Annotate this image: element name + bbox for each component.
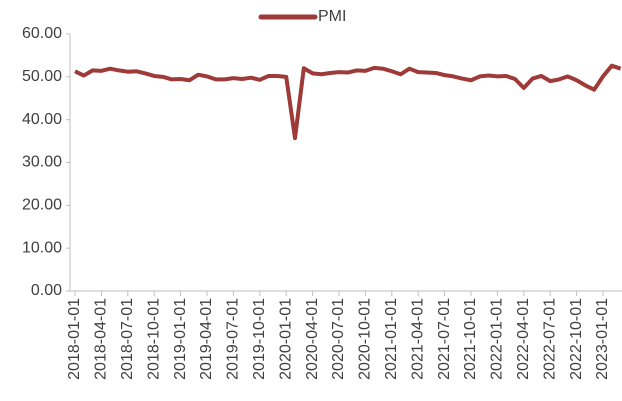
x-tick-label: 2021-01-01	[383, 298, 400, 380]
x-tick-label: 2020-10-01	[357, 298, 374, 380]
y-tick-label: 50.00	[22, 68, 62, 85]
y-tick-label: 0.00	[31, 282, 62, 299]
data-line	[74, 63, 622, 141]
x-tick-label: 2018-01-01	[66, 298, 83, 380]
x-tick-label: 2020-01-01	[277, 298, 294, 380]
y-tick-label: 60.00	[22, 25, 62, 42]
x-tick-label: 2022-01-01	[489, 298, 506, 380]
x-tick-label: 2019-04-01	[198, 298, 215, 380]
x-tick-label: 2018-07-01	[119, 298, 136, 380]
x-tick-label: 2021-07-01	[436, 298, 453, 380]
x-tick-label: 2018-10-01	[145, 298, 162, 380]
x-tick-label: 2019-10-01	[251, 298, 268, 380]
x-tick-label: 2020-04-01	[304, 298, 321, 380]
x-tick-label: 2021-04-01	[409, 298, 426, 380]
x-tick-label: 2023-01-01	[594, 298, 611, 380]
y-tick-label: 10.00	[22, 239, 62, 256]
x-tick-label: 2020-07-01	[330, 298, 347, 380]
y-tick-label: 30.00	[22, 154, 62, 171]
x-tick-label: 2022-07-01	[541, 298, 558, 380]
y-tick-label: 40.00	[22, 111, 62, 128]
x-tick-label: 2022-04-01	[515, 298, 532, 380]
x-tick-label: 2021-10-01	[462, 298, 479, 380]
x-tick-label: 2019-01-01	[172, 298, 189, 380]
x-tick-label: 2019-07-01	[225, 298, 242, 380]
y-tick-label: 20.00	[22, 197, 62, 214]
legend-label: PMI	[318, 8, 346, 25]
x-tick-label: 2018-04-01	[93, 298, 110, 380]
x-tick-label: 2022-10-01	[568, 298, 585, 380]
